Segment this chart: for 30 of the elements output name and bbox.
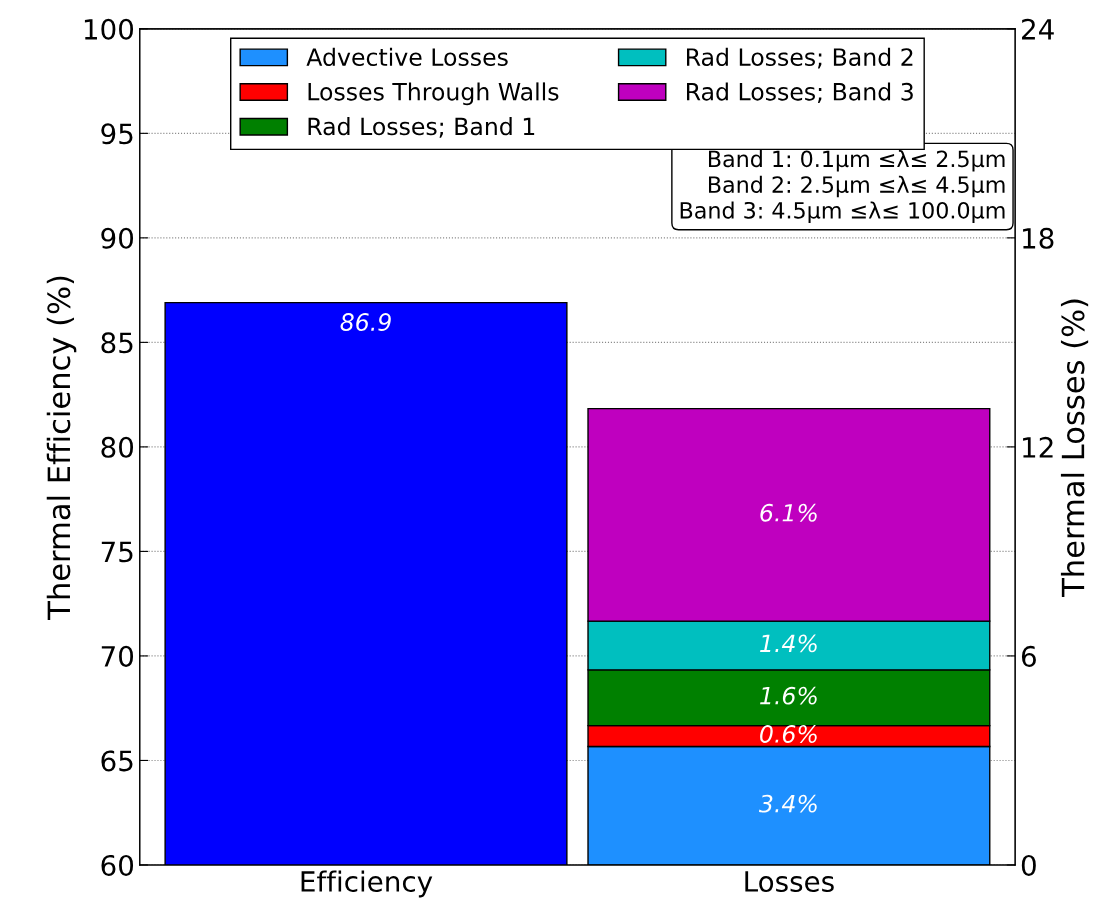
y-tick-label: 100 [84,18,134,40]
y2-tick-label: 24 [1022,18,1054,40]
y2-tick-label: 18 [1023,227,1054,249]
data-label: 0.6% [760,725,817,743]
data-label: 3.4% [758,794,817,813]
data-label: 1.6% [760,686,817,705]
legend-label: Rad Losses; Band 3 [687,82,913,104]
legend-label: Rad Losses; Band 2 [687,47,913,69]
annotation: Band 1: 0.1μm ≤λ≤ 2.5μm Band 2: 2.5μm ≤λ≤ 4.5μm Band 3: 4.5μm ≤λ≤ 100.0μm [680,150,1005,224]
data-label: 86.9 [340,313,391,331]
data-label: 1.4% [760,634,817,653]
y-tick-label: 75 [101,541,133,563]
legend-label: Rad Losses; Band 1 [308,117,535,138]
y-tick-label: 65 [101,750,133,772]
y2-tick-label: 0 [1021,854,1036,876]
y2-axis-title: Thermal Losses (%) [1060,299,1089,597]
y2-tick-label: 6 [1021,645,1036,667]
x-tick-label: Losses [745,871,834,893]
legend-label: Advective Losses [306,47,508,66]
y-tick-label: 95 [101,123,133,145]
y2-tick-label: 12 [1023,436,1053,458]
y-tick-label: 70 [101,645,134,667]
legend-label: Losses Through Walls [308,82,559,106]
x-tick-label: Efficiency [301,870,433,898]
y-axis-title: Thermal Efficiency (%) [46,276,77,620]
data-label: 6.1% [760,503,817,522]
y-tick-label: 60 [101,854,134,876]
y-tick-label: 90 [101,227,134,249]
y-tick-label: 80 [101,436,134,458]
y-tick-label: 85 [101,332,133,354]
